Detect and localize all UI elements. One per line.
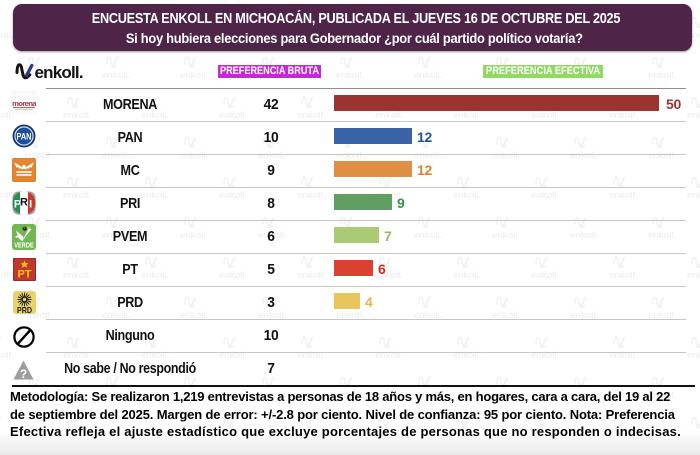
svg-text:R: R: [20, 197, 28, 209]
svg-text:?: ?: [20, 367, 27, 380]
svg-text:PRD: PRD: [17, 306, 32, 314]
svg-text:I: I: [29, 199, 32, 211]
svg-text:morena: morena: [12, 99, 37, 108]
svg-text:P: P: [14, 199, 21, 211]
svg-text:VERDE: VERDE: [14, 241, 34, 250]
svg-text:PT: PT: [17, 269, 31, 281]
svg-text:enkoll.: enkoll.: [35, 63, 83, 82]
svg-text:PAN: PAN: [17, 131, 32, 142]
